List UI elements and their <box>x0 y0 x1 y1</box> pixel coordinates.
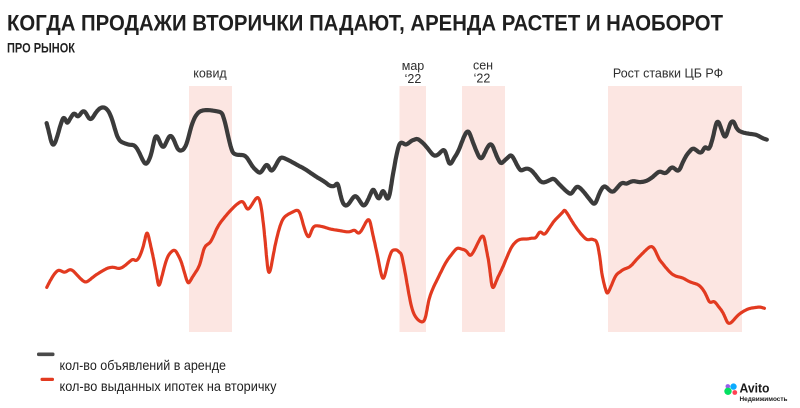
svg-text:кол-во выданных ипотек на втор: кол-во выданных ипотек на вторичку <box>60 378 277 394</box>
svg-text:ПРО РЫНОК: ПРО РЫНОК <box>7 40 75 56</box>
svg-text:‘22: ‘22 <box>405 72 422 86</box>
svg-text:Avito: Avito <box>740 381 770 396</box>
svg-text:КОГДА ПРОДАЖИ ВТОРИЧКИ ПАДАЮТ,: КОГДА ПРОДАЖИ ВТОРИЧКИ ПАДАЮТ, АРЕНДА РА… <box>7 11 723 36</box>
svg-text:кол-во объявлений в аренде: кол-во объявлений в аренде <box>60 357 227 373</box>
svg-text:ковид: ковид <box>193 67 227 81</box>
svg-text:‘22: ‘22 <box>474 72 491 86</box>
svg-text:Рост ставки ЦБ РФ: Рост ставки ЦБ РФ <box>613 67 723 81</box>
svg-text:мар: мар <box>402 59 425 73</box>
svg-text:сен: сен <box>473 59 493 73</box>
svg-text:Недвижимость: Недвижимость <box>740 396 788 403</box>
